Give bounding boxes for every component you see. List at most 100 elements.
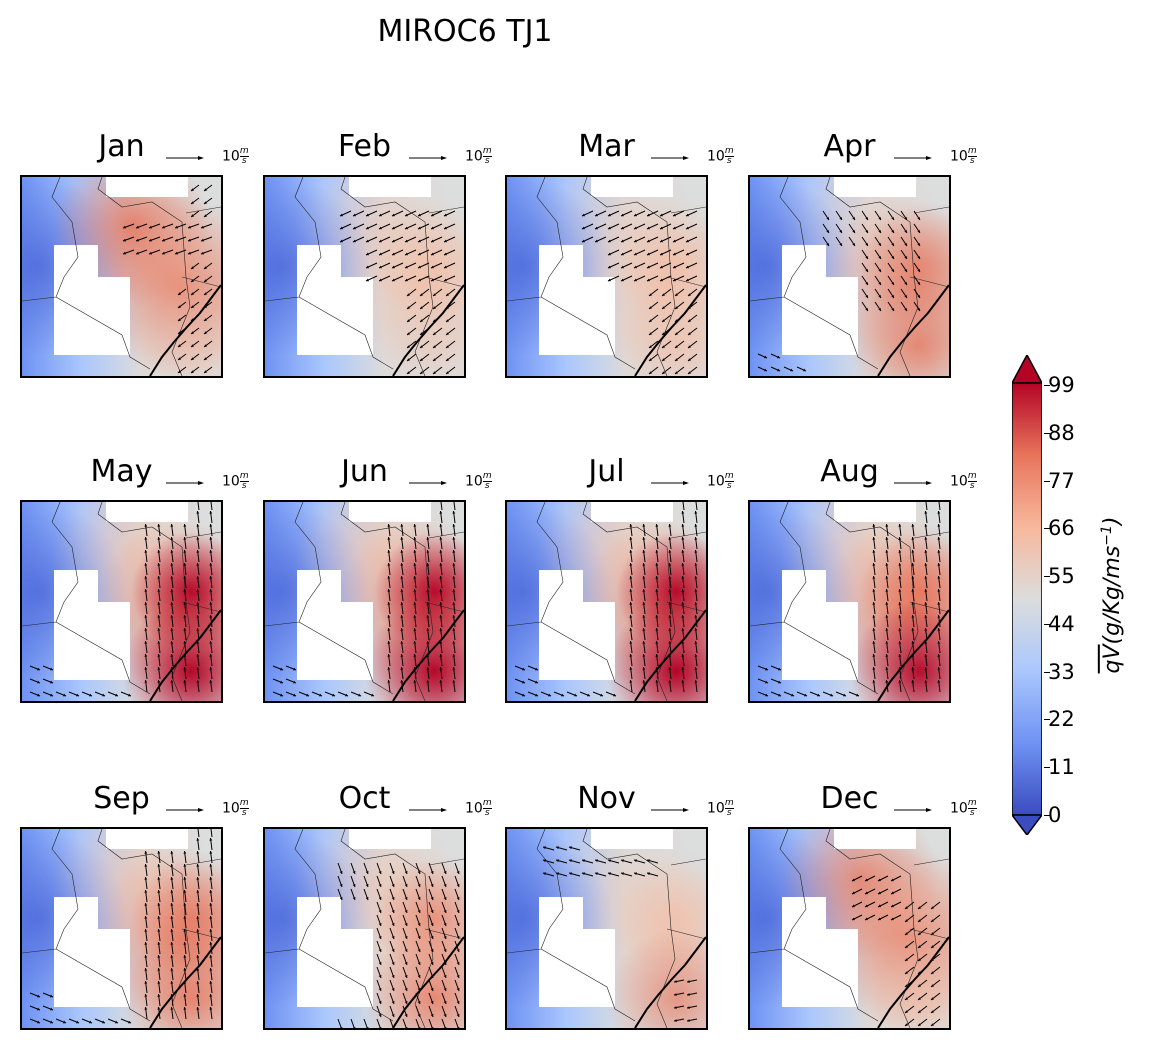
wind-vector-head — [595, 226, 598, 230]
wind-vector-head — [418, 226, 421, 230]
country-border — [783, 621, 879, 695]
wind-vector-head — [694, 667, 698, 670]
wind-vector-head — [157, 864, 161, 867]
moisture-flux-map — [22, 502, 221, 701]
wind-vector-head — [634, 252, 637, 256]
wind-vector-head — [420, 306, 423, 309]
wind-vector-head — [898, 680, 902, 683]
wind-vector-head — [865, 230, 868, 233]
wind-vector-head — [446, 306, 449, 309]
colorbar-tick-label: 66 — [1044, 516, 1075, 541]
wind-vector-head — [170, 968, 174, 971]
wind-vector-head — [917, 217, 920, 220]
wind-vector-head — [183, 602, 187, 605]
panel-title: Nov — [577, 781, 636, 816]
wind-vector-head — [649, 371, 652, 374]
wind-vector-head — [439, 550, 443, 553]
panel-title: Oct — [338, 781, 391, 816]
wind-vector-head — [157, 955, 161, 958]
wind-vector-head — [655, 576, 659, 579]
wind-vector-head — [417, 936, 421, 939]
wind-vector-head — [687, 1006, 690, 1009]
wind-vector-head — [891, 308, 894, 311]
wind-vector-head — [681, 589, 685, 592]
wind-vector-head — [878, 282, 881, 285]
wind-vector-head — [144, 942, 148, 945]
wind-vector-head — [456, 897, 460, 900]
wind-vector-head — [764, 368, 767, 372]
wind-vector-head — [280, 693, 283, 697]
wind-vector-head — [293, 680, 296, 684]
masked-north-area — [834, 177, 916, 197]
wind-vector-head — [674, 980, 677, 983]
wind-vector-head — [196, 851, 200, 854]
wind-vector-head — [924, 602, 928, 605]
colorbar-tick-label: 99 — [1044, 373, 1075, 397]
wind-vector-head — [196, 994, 200, 997]
wind-vector-head — [904, 256, 907, 259]
wind-vector — [210, 502, 213, 511]
coastline — [877, 609, 949, 701]
reference-arrow-icon — [166, 808, 204, 812]
wind-vector-head — [413, 615, 417, 618]
wind-vector-head — [339, 884, 343, 887]
wind-vector-head — [694, 511, 698, 514]
wind-vector-head — [452, 537, 456, 540]
wind-vector-head — [170, 942, 174, 945]
wind-vector-head — [898, 576, 902, 579]
wind-vector-head — [621, 213, 624, 217]
wind-vector-head — [878, 904, 881, 908]
wind-vector-head — [582, 226, 585, 230]
wind-vector-head — [417, 962, 421, 965]
wind-vector-head — [660, 226, 663, 230]
wind-vector-head — [417, 910, 421, 913]
wind-vector-head — [209, 537, 213, 540]
wind-vector-head — [911, 667, 915, 670]
country-border — [670, 531, 706, 539]
wind-vector-head — [642, 615, 646, 618]
wind-vector-head — [885, 576, 889, 579]
wind-vector-head — [608, 265, 611, 269]
wind-vector-head — [891, 878, 894, 882]
panel-title: Jun — [341, 454, 388, 489]
wind-vector-head — [443, 884, 447, 887]
wind-vector-head — [204, 370, 207, 373]
wind-vector-head — [924, 563, 928, 566]
wind-vector-head — [392, 265, 395, 269]
wind-vector-head — [371, 693, 374, 697]
country-border — [670, 206, 706, 214]
panel-title: Dec — [820, 781, 879, 816]
wind-vector-head — [668, 524, 672, 527]
wind-vector-head — [642, 576, 646, 579]
wind-vector-head — [642, 628, 646, 631]
wind-vector-head — [629, 537, 633, 540]
wind-vector-head — [937, 550, 941, 553]
wind-vector-head — [196, 1007, 200, 1010]
wind-vector-head — [931, 958, 934, 961]
wind-vector-head — [686, 278, 689, 282]
wind-vector-head — [115, 693, 118, 697]
wind-vector-head — [157, 851, 161, 854]
wind-vector-head — [201, 251, 204, 255]
wind-vector-head — [917, 269, 920, 272]
country-border — [913, 531, 949, 539]
wind-vector-head — [433, 293, 436, 296]
wind-vector-head — [937, 563, 941, 566]
wind-vector-head — [433, 345, 436, 348]
reference-arrow-icon — [166, 156, 204, 160]
wind-vector-head — [170, 615, 174, 618]
wind-vector-head — [196, 576, 200, 579]
wind-vector-head — [157, 654, 161, 657]
moisture-flux-map — [265, 502, 464, 701]
colorbar-tick-label: 55 — [1044, 564, 1075, 589]
wind-vector-head — [649, 306, 652, 309]
wind-vector-head — [400, 615, 404, 618]
wind-vector-head — [144, 851, 148, 854]
reference-vector-key: 10 m s — [409, 799, 509, 823]
wind-vector-head — [662, 293, 665, 296]
wind-vector-head — [378, 884, 382, 887]
wind-vector-head — [629, 602, 633, 605]
wind-vector-head — [157, 628, 161, 631]
wind-vector-head — [655, 537, 659, 540]
masked-highland-area — [54, 245, 130, 355]
